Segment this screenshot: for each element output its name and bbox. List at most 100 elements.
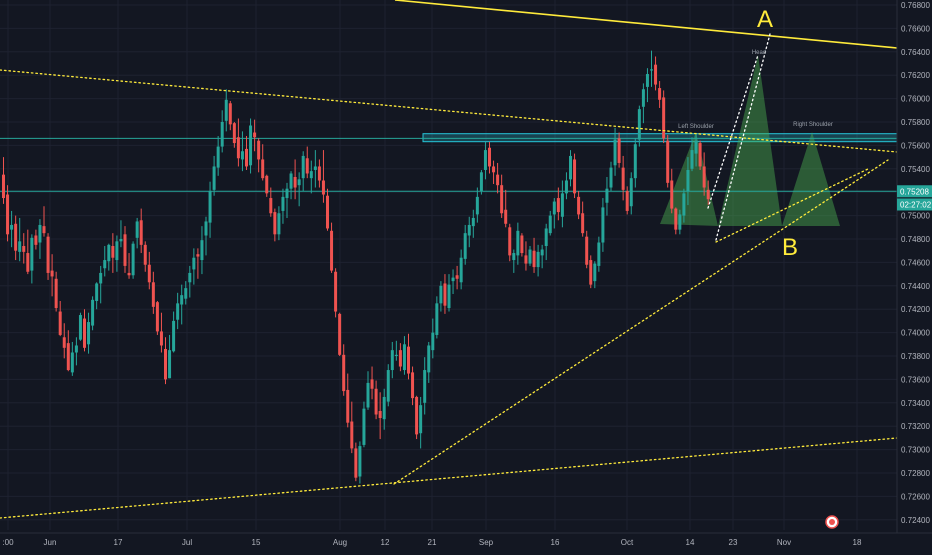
candle — [402, 336, 406, 375]
candle-body — [172, 320, 176, 352]
candle-body — [394, 354, 398, 356]
candle-body — [269, 198, 273, 214]
candle-body — [6, 194, 10, 235]
candle — [617, 132, 621, 168]
candle — [524, 241, 528, 271]
candle — [34, 229, 38, 250]
candle-body — [245, 148, 248, 167]
candle — [358, 441, 362, 484]
price-tick-label: 0.74200 — [901, 305, 930, 314]
candle-body — [427, 345, 431, 373]
candle-body — [398, 350, 402, 367]
candle-body — [342, 354, 346, 392]
candle-body — [609, 167, 613, 188]
candle-body — [455, 275, 459, 279]
candle-body — [143, 244, 147, 265]
candle — [245, 136, 248, 170]
price-tick-label: 0.72800 — [901, 469, 930, 478]
candle — [155, 301, 159, 335]
candle — [431, 318, 435, 359]
candle — [447, 274, 451, 312]
candle — [257, 138, 261, 173]
candle-body — [540, 249, 544, 256]
alert-icon[interactable] — [825, 515, 839, 529]
candle — [6, 185, 10, 242]
candle-body — [78, 315, 82, 340]
candle — [382, 388, 386, 430]
candle-body — [309, 171, 313, 179]
candle — [147, 251, 151, 290]
candle-body — [504, 209, 508, 224]
head-triangle — [718, 55, 782, 226]
price-tick-label: 0.74400 — [901, 282, 930, 291]
price-badge: 0.75208 — [897, 185, 932, 198]
candle-body — [2, 174, 5, 199]
candle-body — [569, 155, 572, 180]
price-tick-label: 0.73400 — [901, 399, 930, 408]
candle-body — [617, 138, 621, 163]
candle-body — [629, 178, 633, 207]
candle-body — [524, 255, 528, 264]
candle — [78, 312, 82, 341]
candle — [123, 226, 127, 273]
candle — [366, 371, 370, 410]
candle-body — [532, 250, 536, 268]
price-badge: 02:27:02 — [897, 198, 932, 211]
candle-body — [654, 64, 658, 85]
candle — [261, 144, 265, 181]
candle — [573, 153, 577, 199]
candle-body — [471, 217, 475, 227]
time-tick-label: 18 — [853, 538, 862, 547]
candle-body — [544, 228, 548, 247]
candle — [698, 140, 702, 170]
time-tick-label: 12 — [381, 538, 390, 547]
candle — [362, 401, 366, 448]
candle-body — [645, 74, 649, 87]
candle-body — [362, 408, 366, 445]
candle — [394, 340, 398, 361]
candle — [504, 189, 508, 228]
candle — [451, 269, 455, 294]
candle-body — [597, 242, 601, 266]
candle — [479, 169, 483, 195]
candle — [508, 223, 512, 262]
candle — [556, 187, 560, 221]
candle — [520, 233, 524, 257]
candle-body — [386, 370, 390, 402]
candle-body — [326, 195, 329, 229]
candle — [309, 160, 313, 194]
trendline-rising-support-2 — [715, 167, 871, 243]
candle — [87, 312, 91, 354]
candle-body — [249, 125, 253, 166]
candle — [220, 110, 224, 153]
candle — [22, 233, 26, 264]
candle — [536, 244, 540, 277]
candle — [236, 118, 240, 167]
candle-body — [666, 140, 670, 183]
trendline-steep-channel-2 — [707, 54, 759, 209]
candle — [374, 380, 378, 420]
candle — [629, 172, 633, 215]
candle — [321, 150, 325, 203]
price-badge-label: 0.75208 — [900, 187, 929, 196]
candle — [103, 246, 107, 277]
candle — [488, 141, 491, 174]
candle — [293, 159, 297, 200]
candle-body — [459, 257, 463, 283]
candle — [666, 134, 670, 188]
candle — [164, 337, 167, 385]
candle — [42, 206, 46, 237]
candle — [411, 366, 415, 406]
candle — [702, 152, 706, 196]
candle-body — [301, 155, 305, 179]
candle — [228, 100, 232, 131]
price-axis[interactable]: 0.76800 0.76600 0.76400 0.76200 0.76000 0.758… — [896, 0, 932, 550]
candle — [686, 157, 690, 206]
time-axis[interactable]: :00 Jun 17 Jul 15 Aug 12 21 Sep 16 Oct 14 23 Nov 18 — [0, 532, 932, 550]
candle-body — [123, 234, 127, 266]
candle — [99, 265, 103, 304]
candle-body — [516, 230, 520, 256]
candle-body — [220, 122, 224, 147]
